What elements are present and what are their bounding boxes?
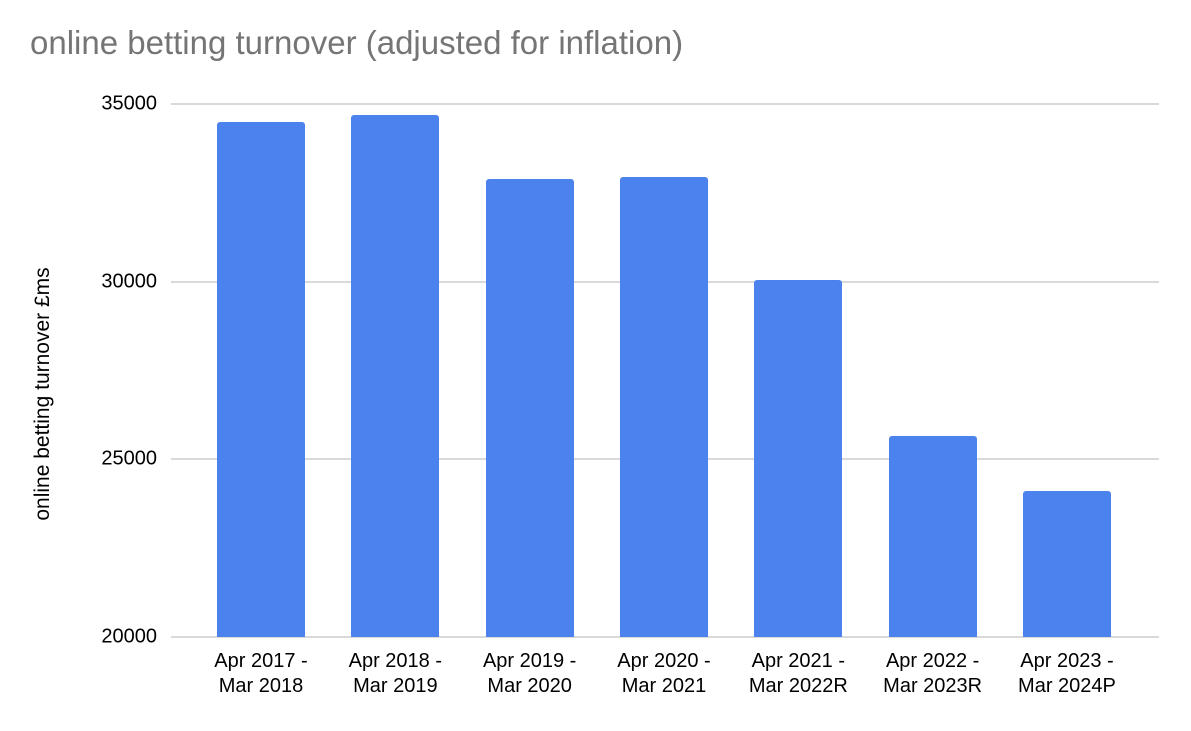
x-tick-label: Apr 2019 - Mar 2020 bbox=[482, 650, 577, 697]
gridline bbox=[171, 636, 1159, 638]
y-tick-label: 35000 bbox=[101, 92, 157, 115]
x-tick-label: Apr 2018 - Mar 2019 bbox=[348, 650, 443, 697]
x-tick-label: Apr 2021 - Mar 2022R bbox=[748, 650, 848, 697]
chart-title: online betting turnover (adjusted for in… bbox=[30, 24, 684, 61]
bar bbox=[754, 279, 843, 637]
bar bbox=[888, 436, 977, 637]
gridline bbox=[171, 103, 1159, 105]
bar bbox=[485, 178, 574, 637]
x-tick-label: Apr 2023 - Mar 2024P bbox=[1018, 650, 1116, 697]
x-tick-label: Apr 2020 - Mar 2021 bbox=[617, 650, 711, 697]
plot-area bbox=[171, 103, 1159, 638]
bar bbox=[217, 121, 305, 637]
y-tick-label: 25000 bbox=[101, 447, 157, 470]
bar bbox=[1022, 491, 1111, 637]
y-axis-title: online betting turnover £ms bbox=[31, 267, 54, 521]
bar bbox=[351, 114, 440, 637]
y-tick-label: 20000 bbox=[101, 625, 157, 648]
bar bbox=[619, 176, 708, 637]
x-tick-label: Apr 2022 - Mar 2023R bbox=[883, 650, 983, 697]
x-tick-label: Apr 2017 - Mar 2018 bbox=[214, 650, 308, 697]
y-tick-label: 30000 bbox=[101, 270, 157, 293]
